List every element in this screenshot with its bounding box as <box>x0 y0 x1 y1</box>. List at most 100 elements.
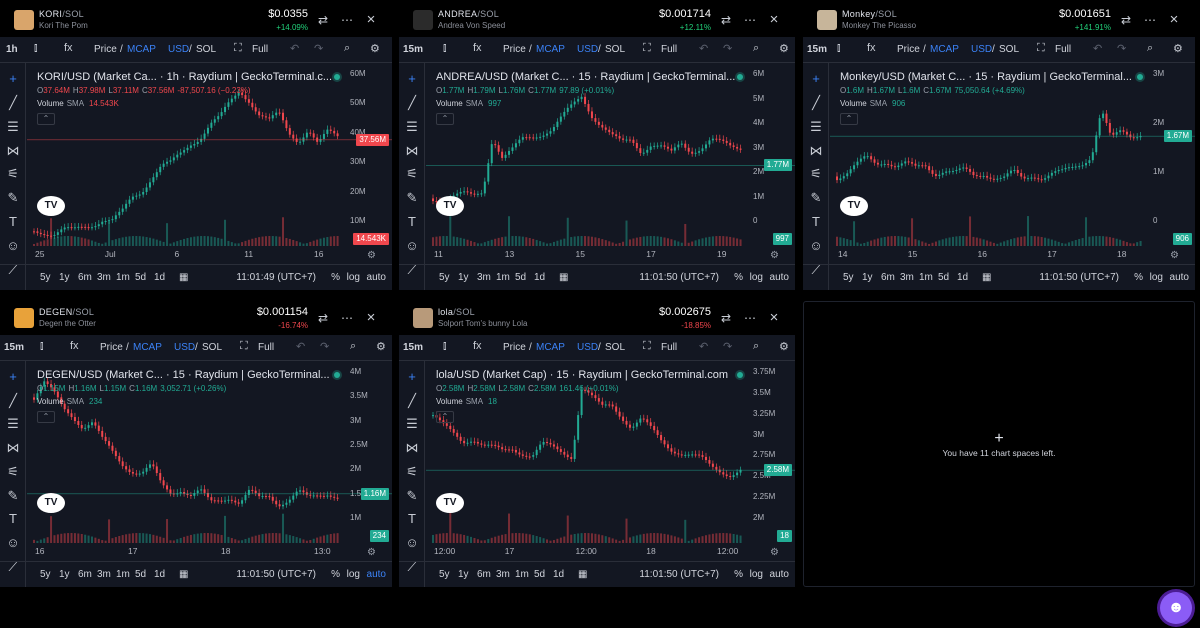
search-icon[interactable]: ⌕ <box>1147 42 1154 54</box>
time-axis[interactable]: 12:00 17 12:00 18 12:00 <box>426 543 749 561</box>
price-axis[interactable]: 4M 3.5M 3M 2.5M 2M 1.5M 1M 1.16M 234 <box>346 361 392 561</box>
swap-icon[interactable]: ⇄ <box>720 311 732 325</box>
range-button[interactable]: 1m <box>515 569 529 580</box>
redo-icon[interactable]: ↷ <box>1117 43 1127 55</box>
timeframe-button[interactable]: 15m <box>807 44 828 55</box>
projection-icon[interactable]: ⚟ <box>7 166 19 182</box>
mcap-toggle[interactable]: MCAP <box>536 342 565 353</box>
mcap-toggle[interactable]: MCAP <box>930 44 959 55</box>
range-button[interactable]: 1m <box>116 272 130 283</box>
log-toggle[interactable]: log <box>749 569 763 580</box>
calendar-icon[interactable]: ▦ <box>179 272 189 283</box>
time-axis[interactable]: 14 15 16 17 18 <box>830 246 1149 264</box>
fullscreen-button[interactable]: Full <box>661 342 678 353</box>
ruler-icon[interactable]: ⟋ <box>8 558 18 574</box>
auto-toggle[interactable]: auto <box>366 569 386 580</box>
emoji-icon[interactable]: ☺ <box>809 237 823 253</box>
price-axis[interactable]: 3M 2M 1M 0 1.67M 906 <box>1149 63 1195 264</box>
auto-toggle[interactable]: auto <box>366 272 386 283</box>
timeframe-button[interactable]: 15m <box>403 342 424 353</box>
timeframe-button[interactable]: 15m <box>403 44 424 55</box>
swap-icon[interactable]: ⇄ <box>1120 13 1132 27</box>
calendar-icon[interactable]: ▦ <box>179 569 189 580</box>
price-toggle[interactable]: Price <box>503 44 526 55</box>
range-button[interactable]: 6m <box>78 569 92 580</box>
ruler-icon[interactable]: ⟋ <box>407 558 417 574</box>
trendline-icon[interactable]: ╱ <box>9 392 17 408</box>
percent-toggle[interactable]: % <box>734 272 743 283</box>
projection-icon[interactable]: ⚟ <box>810 166 822 182</box>
sol-toggle[interactable]: SOL <box>605 44 626 55</box>
ruler-icon[interactable]: ⟋ <box>8 261 18 277</box>
close-icon[interactable]: × <box>769 11 779 28</box>
calendar-icon[interactable]: ▦ <box>559 272 569 283</box>
range-button[interactable]: 1d <box>957 272 969 283</box>
fib-icon[interactable]: ☰ <box>7 416 19 432</box>
fullscreen-icon[interactable]: ⛶ <box>1037 42 1045 54</box>
range-button[interactable]: 3m <box>97 569 111 580</box>
fullscreen-icon[interactable]: ⛶ <box>240 340 248 352</box>
crosshair-icon[interactable]: + <box>9 369 17 384</box>
more-icon[interactable]: ⋯ <box>1144 13 1156 27</box>
range-button[interactable]: 1d <box>154 569 166 580</box>
search-icon[interactable]: ⌕ <box>350 340 357 352</box>
range-button[interactable]: 1y <box>458 272 469 283</box>
price-toggle[interactable]: Price <box>503 342 526 353</box>
log-toggle[interactable]: log <box>1149 272 1163 283</box>
assistant-icon[interactable]: ☻ <box>1160 592 1192 624</box>
crosshair-icon[interactable]: + <box>408 71 416 86</box>
sol-toggle[interactable]: SOL <box>202 342 223 353</box>
pattern-icon[interactable]: ⋈ <box>809 142 823 158</box>
auto-toggle[interactable]: auto <box>1169 272 1189 283</box>
range-button[interactable]: 3m <box>477 272 491 283</box>
search-icon[interactable]: ⌕ <box>753 340 760 352</box>
trendline-icon[interactable]: ╱ <box>9 94 17 110</box>
axis-settings-icon[interactable]: ⚙ <box>1170 250 1179 261</box>
close-icon[interactable]: × <box>1169 11 1179 28</box>
range-button[interactable]: 1m <box>496 272 510 283</box>
redo-icon[interactable]: ↷ <box>723 43 733 55</box>
range-button[interactable]: 5y <box>439 272 450 283</box>
fullscreen-button[interactable]: Full <box>661 44 678 55</box>
usd-toggle[interactable]: USD <box>174 342 196 353</box>
fullscreen-icon[interactable]: ⛶ <box>643 42 651 54</box>
percent-toggle[interactable]: % <box>1134 272 1143 283</box>
brush-icon[interactable]: ✎ <box>7 190 19 206</box>
price-chart[interactable]: Monkey/USD (Market C... · 15 · Raydium |… <box>830 63 1195 264</box>
log-toggle[interactable]: log <box>346 272 360 283</box>
auto-toggle[interactable]: auto <box>769 569 789 580</box>
indicators-icon[interactable]: fx <box>70 340 79 352</box>
indicators-icon[interactable]: fx <box>473 340 482 352</box>
brush-icon[interactable]: ✎ <box>406 487 418 503</box>
undo-icon[interactable]: ↶ <box>699 341 709 353</box>
crosshair-icon[interactable]: + <box>9 71 17 86</box>
trendline-icon[interactable]: ╱ <box>812 94 820 110</box>
ruler-icon[interactable]: ⟋ <box>811 261 821 277</box>
price-toggle[interactable]: Price <box>94 44 117 55</box>
sol-toggle[interactable]: SOL <box>605 342 626 353</box>
brush-icon[interactable]: ✎ <box>7 487 19 503</box>
range-button[interactable]: 1d <box>553 569 565 580</box>
undo-icon[interactable]: ↶ <box>296 341 306 353</box>
range-button[interactable]: 3m <box>97 272 111 283</box>
range-button[interactable]: 6m <box>477 569 491 580</box>
calendar-icon[interactable]: ▦ <box>982 272 992 283</box>
range-button[interactable]: 5y <box>40 272 51 283</box>
range-button[interactable]: 5y <box>843 272 854 283</box>
range-button[interactable]: 5d <box>135 569 147 580</box>
timeframe-button[interactable]: 1h <box>6 44 18 55</box>
undo-icon[interactable]: ↶ <box>290 43 300 55</box>
time-axis[interactable]: 11 13 15 17 19 <box>426 246 749 264</box>
range-button[interactable]: 5d <box>938 272 950 283</box>
crosshair-icon[interactable]: + <box>812 71 820 86</box>
usd-toggle[interactable]: USD <box>577 44 599 55</box>
pattern-icon[interactable]: ⋈ <box>405 142 419 158</box>
fullscreen-icon[interactable]: ⛶ <box>643 340 651 352</box>
fib-icon[interactable]: ☰ <box>406 118 418 134</box>
usd-toggle[interactable]: USD <box>577 342 599 353</box>
empty-chart-slot[interactable]: + You have 11 chart spaces left. <box>803 301 1195 587</box>
settings-icon[interactable]: ⚙ <box>779 43 789 55</box>
emoji-icon[interactable]: ☺ <box>6 535 20 551</box>
more-icon[interactable]: ⋯ <box>341 311 353 325</box>
fib-icon[interactable]: ☰ <box>406 416 418 432</box>
